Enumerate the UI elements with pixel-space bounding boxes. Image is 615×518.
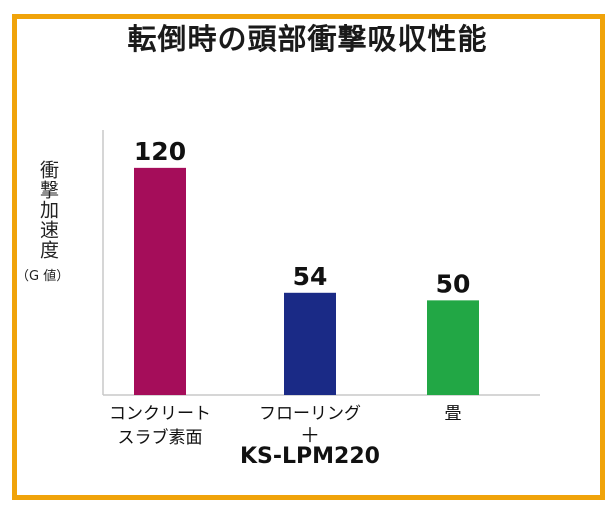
data-label-3: 50 <box>436 269 471 298</box>
bar-3 <box>427 300 479 395</box>
x-tick-label-line: 畳 <box>444 404 462 424</box>
data-label-1: 120 <box>134 137 186 166</box>
bar-2 <box>284 292 336 395</box>
y-axis-unit: （G 値） <box>16 269 70 284</box>
bars-group: 120 54 50 <box>134 137 479 395</box>
x-tick-label-2: フローリング＋ KS-LPM220 <box>220 402 400 470</box>
x-tick-label-line: スラブ素面 <box>117 428 203 448</box>
y-axis-label-group: 衝撃加速度 （G 値） <box>16 160 69 290</box>
bar-1 <box>134 167 186 395</box>
x-tick-label-line: フローリング <box>259 404 361 424</box>
x-tick-label-line: ＋ <box>300 423 320 447</box>
chart-title: 転倒時の頭部衝撃吸収性能 <box>127 22 488 56</box>
x-tick-label-line: コンクリート <box>109 404 211 424</box>
chart-frame <box>12 14 605 500</box>
x-tick-label-3: 畳 <box>363 402 543 426</box>
data-label-2: 54 <box>293 262 328 291</box>
y-axis-label: 衝撃加速度 <box>37 160 59 260</box>
x-tick-label-line: KS-LPM220 <box>240 444 380 469</box>
x-tick-label-1: コンクリート スラブ素面 <box>70 402 250 450</box>
